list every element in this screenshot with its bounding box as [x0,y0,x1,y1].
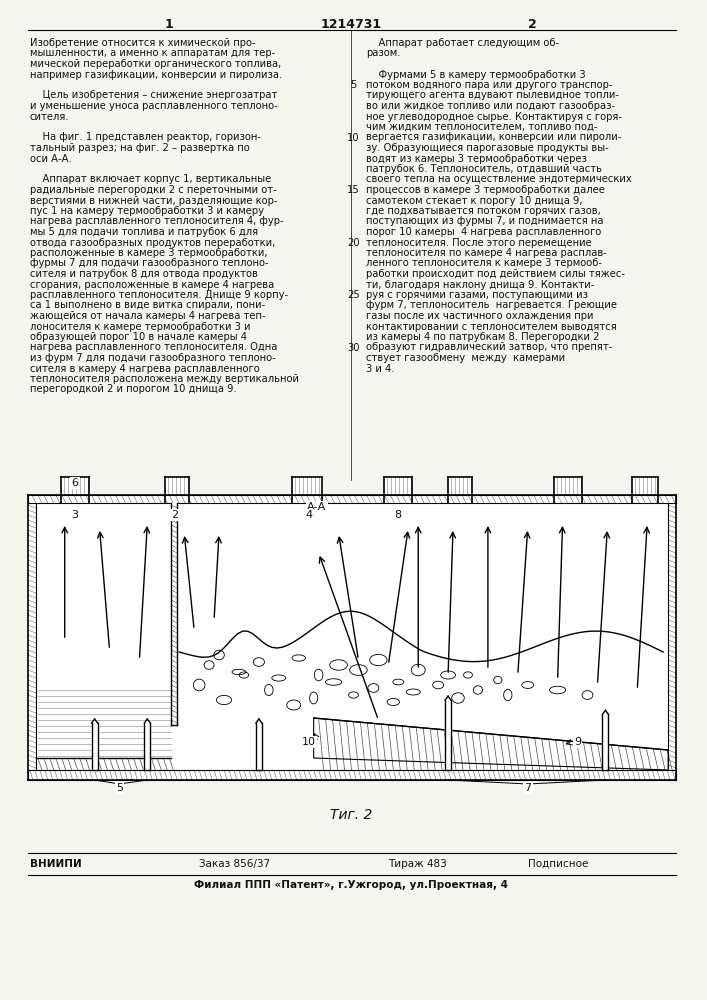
Text: фурм 7, теплоноситель  нагревается. Греющие: фурм 7, теплоноситель нагревается. Греющ… [366,300,617,310]
Bar [28,770,676,780]
Text: порог 10 камеры  4 нагрева расплавленного: порог 10 камеры 4 нагрева расплавленного [366,227,602,237]
Text: Τиг. 2: Τиг. 2 [330,808,373,822]
Polygon shape [314,718,668,770]
Text: потоком водяного пара или другого транспор-: потоком водяного пара или другого трансп… [366,80,613,90]
Text: Аппарат работает следующим об-: Аппарат работает следующим об- [366,38,559,48]
Text: образуют гидравлический затвор, что препят-: образуют гидравлический затвор, что преп… [366,342,613,353]
Text: 30: 30 [347,343,360,353]
Text: теплоносителя расположена между вертикальной: теплоносителя расположена между вертикал… [30,374,299,384]
Text: 5: 5 [350,80,356,90]
Text: ленного теплоносителя к камере 3 термооб-: ленного теплоносителя к камере 3 термооб… [366,258,602,268]
Text: во или жидкое топливо или подают газообраз-: во или жидкое топливо или подают газообр… [366,101,616,111]
Text: Тираж 483: Тираж 483 [388,859,447,869]
Text: мы 5 для подачи топлива и патрубок 6 для: мы 5 для подачи топлива и патрубок 6 для [30,227,258,237]
Text: Цель изобретения – снижение энергозатрат: Цель изобретения – снижение энергозатрат [30,91,277,101]
Text: 20: 20 [347,238,360,248]
Text: зу. Образующиеся парогазовые продукты вы-: зу. Образующиеся парогазовые продукты вы… [366,143,609,153]
Text: тирующего агента вдувают пылевидное топли-: тирующего агента вдувают пылевидное топл… [366,91,619,101]
Text: 2: 2 [170,510,178,520]
Text: Филиал ППП «Патент», г.Ужгород, ул.Проектная, 4: Филиал ППП «Патент», г.Ужгород, ул.Проек… [194,880,508,890]
Text: например газификации, конверсии и пиролиза.: например газификации, конверсии и пироли… [30,70,282,80]
Text: теплоносителя по камере 4 нагрева расплав-: теплоносителя по камере 4 нагрева распла… [366,248,607,258]
Text: сителя в камеру 4 нагрева расплавленного: сителя в камеру 4 нагрева расплавленного [30,363,259,373]
Text: На фиг. 1 представлен реактор, горизон-: На фиг. 1 представлен реактор, горизон- [30,132,261,142]
Text: фурмы 7 для подачи газообразного теплоно-: фурмы 7 для подачи газообразного теплоно… [30,258,269,268]
Text: сителя и патрубок 8 для отвода продуктов: сителя и патрубок 8 для отвода продуктов [30,269,258,279]
Text: 3 и 4.: 3 и 4. [366,363,395,373]
Text: ствует газообмену  между  камерами: ствует газообмену между камерами [366,353,566,363]
Text: ВНИИПИ: ВНИИПИ [30,859,81,869]
Text: Заказ 856/37: Заказ 856/37 [199,859,270,869]
Text: самотеком стекает к порогу 10 днища 9,: самотеком стекает к порогу 10 днища 9, [366,196,583,206]
Text: радиальные перегородки 2 с переточными от-: радиальные перегородки 2 с переточными о… [30,185,276,195]
Bar [28,495,676,503]
Text: расположенные в камере 3 термообработки,: расположенные в камере 3 термообработки, [30,248,267,258]
Text: 8: 8 [395,510,402,520]
Text: из камеры 4 по патрубкам 8. Перегородки 2: из камеры 4 по патрубкам 8. Перегородки … [366,332,600,342]
Text: работки происходит под действием силы тяжес-: работки происходит под действием силы тя… [366,269,626,279]
Text: мической переработки органического топлива,: мической переработки органического топли… [30,59,281,69]
Text: 7: 7 [524,783,531,793]
Text: оси А-А.: оси А-А. [30,153,71,163]
Text: водят из камеры 3 термообработки через: водят из камеры 3 термообработки через [366,153,588,163]
Text: 15: 15 [347,185,360,195]
Text: 10: 10 [347,133,360,143]
Text: А-А: А-А [307,502,326,512]
Text: нагрева расплавленного теплоносителя. Одна: нагрева расплавленного теплоносителя. Од… [30,342,277,353]
Text: пус 1 на камеру термообработки 3 и камеру: пус 1 на камеру термообработки 3 и камер… [30,206,264,216]
Text: 4: 4 [305,510,312,520]
Text: образующей порог 10 в начале камеры 4: образующей порог 10 в начале камеры 4 [30,332,247,342]
Text: сителя.: сителя. [30,111,69,121]
Text: патрубок 6. Теплоноситель, отдавший часть: патрубок 6. Теплоноситель, отдавший част… [366,164,602,174]
Text: 1214731: 1214731 [321,18,382,31]
Text: са 1 выполнено в виде витка спирали, пони-: са 1 выполнено в виде витка спирали, пон… [30,300,265,310]
Text: руя с горячими газами, поступающими из: руя с горячими газами, поступающими из [366,290,588,300]
Text: верстиями в нижней части, разделяющие кор-: верстиями в нижней части, разделяющие ко… [30,196,277,206]
Text: Изобретение относится к химической про-: Изобретение относится к химической про- [30,38,255,48]
Text: ное углеводородное сырье. Контактируя с горя-: ное углеводородное сырье. Контактируя с … [366,111,622,121]
Text: где подхватывается потоком горячих газов,: где подхватывается потоком горячих газов… [366,206,601,216]
Text: расплавленного теплоносителя. Днище 9 корпу-: расплавленного теплоносителя. Днище 9 ко… [30,290,288,300]
Text: 5: 5 [116,783,123,793]
Text: из фурм 7 для подачи газообразного теплоно-: из фурм 7 для подачи газообразного тепло… [30,353,276,363]
Text: сгорания, расположенные в камере 4 нагрева: сгорания, расположенные в камере 4 нагре… [30,279,274,290]
Text: Подписное: Подписное [527,859,588,869]
Text: 2: 2 [528,18,537,31]
FancyBboxPatch shape [28,495,676,780]
Text: тальный разрез; на фиг. 2 – развертка по: тальный разрез; на фиг. 2 – развертка по [30,143,250,153]
Text: Аппарат включает корпус 1, вертикальные: Аппарат включает корпус 1, вертикальные [30,174,271,184]
Text: контактировании с теплоносителем выводятся: контактировании с теплоносителем выводят… [366,322,617,332]
Text: 1: 1 [165,18,174,31]
Text: отвода газообразных продуктов переработки,: отвода газообразных продуктов переработк… [30,237,275,247]
Text: чим жидким теплоносителем, топливо под-: чим жидким теплоносителем, топливо под- [366,122,598,132]
Text: теплоносителя. После этого перемещение: теплоносителя. После этого перемещение [366,237,592,247]
Text: своего тепла на осуществление эндотермических: своего тепла на осуществление эндотермич… [366,174,632,184]
Text: 9: 9 [574,737,581,747]
Text: 6: 6 [71,478,78,488]
Text: поступающих из фурмы 7, и поднимается на: поступающих из фурмы 7, и поднимается на [366,217,604,227]
Text: 3: 3 [71,510,78,520]
Text: Фурмами 5 в камеру термообработки 3: Фурмами 5 в камеру термообработки 3 [366,70,586,80]
Text: разом.: разом. [366,48,401,58]
Text: ти, благодаря наклону днища 9. Контакти-: ти, благодаря наклону днища 9. Контакти- [366,279,595,290]
Text: процессов в камере 3 термообработки далее: процессов в камере 3 термообработки дале… [366,185,605,195]
Text: мышленности, а именно к аппаратам для тер-: мышленности, а именно к аппаратам для те… [30,48,275,58]
Text: перегородкой 2 и порогом 10 днища 9.: перегородкой 2 и порогом 10 днища 9. [30,384,237,394]
Text: лоносителя к камере термообработки 3 и: лоносителя к камере термообработки 3 и [30,322,250,332]
Text: 10: 10 [302,737,315,747]
Text: вергается газификации, конверсии или пироли-: вергается газификации, конверсии или пир… [366,132,621,142]
Text: 25: 25 [347,290,360,300]
Text: жающейся от начала камеры 4 нагрева теп-: жающейся от начала камеры 4 нагрева теп- [30,311,266,321]
Text: и уменьшение уноса расплавленного теплоно-: и уменьшение уноса расплавленного теплон… [30,101,278,111]
Text: газы после их частичного охлаждения при: газы после их частичного охлаждения при [366,311,594,321]
Text: нагрева расплавленного теплоносителя 4, фур-: нагрева расплавленного теплоносителя 4, … [30,217,284,227]
